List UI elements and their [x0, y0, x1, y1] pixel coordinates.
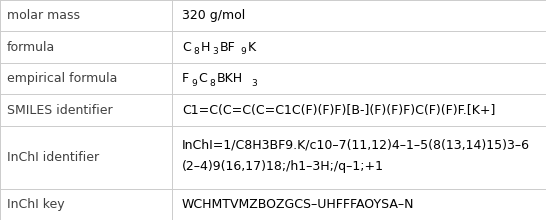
Bar [0, 63, 546, 94]
Text: empirical formula: empirical formula [7, 72, 117, 85]
Bar [0, 31, 546, 63]
Text: formula: formula [7, 41, 55, 54]
Text: (2–4)9(16,17)18;/h1–3H;/q–1;+1: (2–4)9(16,17)18;/h1–3H;/q–1;+1 [182, 160, 384, 173]
Text: molar mass: molar mass [7, 9, 80, 22]
Text: 9: 9 [240, 47, 246, 56]
Text: F: F [182, 72, 189, 85]
Text: K: K [248, 41, 256, 54]
Text: 3: 3 [212, 47, 218, 56]
Text: WCHMTVMZBOZGCS–UHFFFAOYSA–N: WCHMTVMZBOZGCS–UHFFFAOYSA–N [182, 198, 414, 211]
Text: InChI=1/C8H3BF9.K/c10–7(11,12)4–1–5(8(13,14)15)3–6: InChI=1/C8H3BF9.K/c10–7(11,12)4–1–5(8(13… [182, 138, 530, 151]
Text: 9: 9 [191, 79, 197, 88]
Text: C1=C(C=C(C=C1C(F)(F)F)[B-](F)(F)F)C(F)(F)F.[K+]: C1=C(C=C(C=C1C(F)(F)F)[B-](F)(F)F)C(F)(F… [182, 103, 495, 117]
Text: InChI key: InChI key [7, 198, 64, 211]
Text: SMILES identifier: SMILES identifier [7, 103, 112, 117]
Text: C: C [182, 41, 191, 54]
Text: 8: 8 [193, 47, 199, 56]
Bar [0, 126, 546, 189]
Text: H: H [200, 41, 210, 54]
Text: 8: 8 [210, 79, 216, 88]
Text: BF: BF [220, 41, 236, 54]
Bar [0, 189, 546, 220]
Text: 3: 3 [251, 79, 257, 88]
Text: BKH: BKH [217, 72, 244, 85]
Bar [0, 94, 546, 126]
Bar [0, 0, 546, 31]
Text: C: C [198, 72, 207, 85]
Text: 320 g/mol: 320 g/mol [182, 9, 245, 22]
Text: InChI identifier: InChI identifier [7, 151, 99, 164]
